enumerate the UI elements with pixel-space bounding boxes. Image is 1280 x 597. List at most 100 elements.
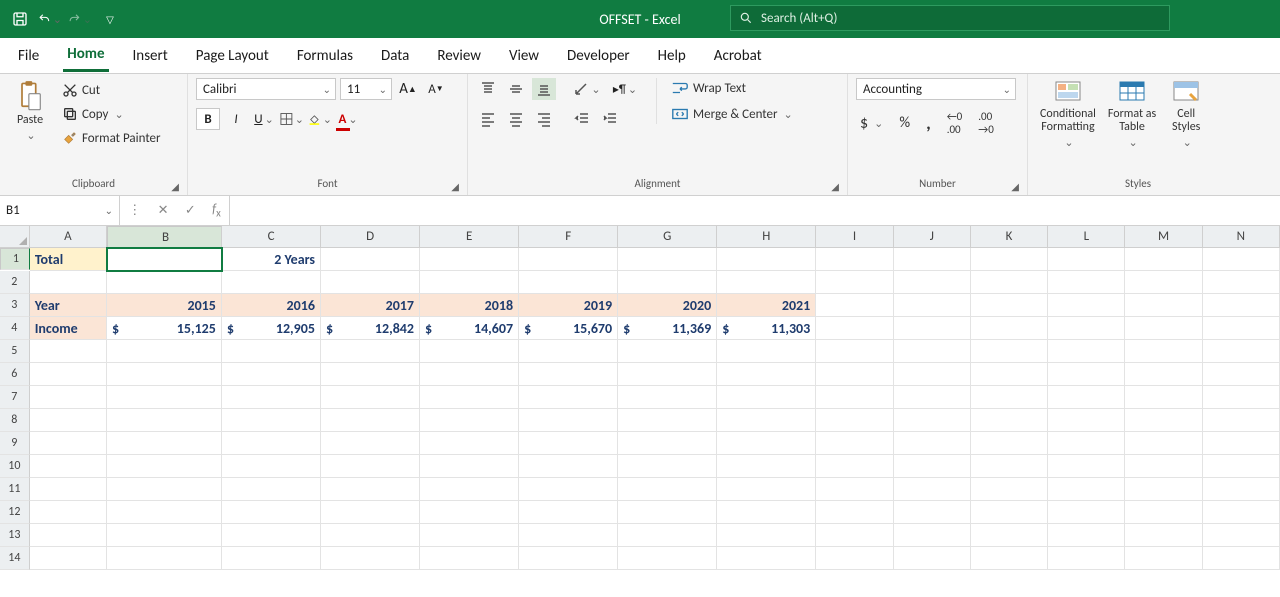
alignment-dialog-icon[interactable]: ◢ bbox=[831, 180, 839, 193]
cell[interactable] bbox=[816, 271, 893, 294]
cell[interactable] bbox=[1125, 386, 1202, 409]
cell[interactable] bbox=[420, 547, 519, 570]
cell[interactable] bbox=[107, 248, 222, 271]
cell[interactable] bbox=[420, 340, 519, 363]
format-painter-button[interactable]: Format Painter bbox=[58, 128, 165, 148]
cell[interactable] bbox=[816, 317, 893, 340]
cell[interactable] bbox=[618, 271, 717, 294]
cell[interactable] bbox=[1048, 317, 1125, 340]
align-right-button[interactable] bbox=[532, 108, 556, 130]
cell[interactable] bbox=[816, 524, 893, 547]
fill-color-button[interactable] bbox=[308, 108, 332, 130]
cell[interactable] bbox=[717, 524, 816, 547]
tab-developer[interactable]: Developer bbox=[563, 41, 634, 71]
cell[interactable] bbox=[894, 524, 971, 547]
cell[interactable] bbox=[816, 501, 893, 524]
cell[interactable] bbox=[1203, 432, 1280, 455]
row-header[interactable]: 13 bbox=[0, 524, 30, 547]
comma-button[interactable]: , bbox=[922, 110, 935, 136]
column-header[interactable]: G bbox=[618, 226, 717, 248]
cell[interactable] bbox=[420, 271, 519, 294]
cell[interactable] bbox=[321, 432, 420, 455]
cell[interactable] bbox=[717, 386, 816, 409]
cell[interactable]: $11,303 bbox=[717, 317, 816, 340]
cell[interactable] bbox=[222, 386, 321, 409]
cell[interactable] bbox=[816, 432, 893, 455]
orientation-button[interactable] bbox=[570, 78, 604, 100]
cell[interactable] bbox=[321, 340, 420, 363]
enter-formula-button[interactable]: ✓ bbox=[185, 203, 196, 218]
cell[interactable] bbox=[30, 409, 107, 432]
cell[interactable]: $15,670 bbox=[519, 317, 618, 340]
row-header[interactable]: 9 bbox=[0, 432, 30, 455]
cell[interactable] bbox=[1125, 478, 1202, 501]
cell[interactable] bbox=[1203, 363, 1280, 386]
row-header[interactable]: 2 bbox=[0, 271, 30, 294]
increase-indent-button[interactable] bbox=[598, 108, 622, 130]
cell[interactable] bbox=[519, 432, 618, 455]
cell[interactable] bbox=[519, 409, 618, 432]
cell[interactable] bbox=[618, 478, 717, 501]
cell[interactable] bbox=[1125, 340, 1202, 363]
cell[interactable] bbox=[321, 386, 420, 409]
cell[interactable] bbox=[618, 340, 717, 363]
row-header[interactable]: 1 bbox=[0, 248, 30, 270]
cell[interactable] bbox=[30, 524, 107, 547]
cell[interactable] bbox=[1203, 478, 1280, 501]
text-direction-button[interactable]: ▸¶ bbox=[608, 78, 642, 100]
undo-button[interactable] bbox=[38, 7, 62, 31]
number-format-select[interactable]: Accounting⌄ bbox=[856, 78, 1016, 100]
cell[interactable] bbox=[1125, 248, 1202, 271]
paste-button[interactable]: Paste bbox=[8, 78, 52, 144]
cell[interactable] bbox=[321, 547, 420, 570]
cell[interactable] bbox=[1048, 409, 1125, 432]
tab-data[interactable]: Data bbox=[377, 41, 413, 71]
cell[interactable] bbox=[519, 340, 618, 363]
cell[interactable]: $12,842 bbox=[321, 317, 420, 340]
cell[interactable] bbox=[1203, 547, 1280, 570]
merge-center-button[interactable]: Merge & Center bbox=[667, 104, 797, 124]
cell[interactable]: $12,905 bbox=[222, 317, 321, 340]
tab-insert[interactable]: Insert bbox=[129, 41, 172, 71]
cell[interactable] bbox=[222, 478, 321, 501]
cell[interactable] bbox=[519, 524, 618, 547]
cell[interactable] bbox=[894, 478, 971, 501]
row-header[interactable]: 8 bbox=[0, 409, 30, 432]
cell[interactable] bbox=[30, 455, 107, 478]
cell[interactable] bbox=[519, 501, 618, 524]
cell[interactable] bbox=[222, 409, 321, 432]
cell[interactable] bbox=[1048, 363, 1125, 386]
cell[interactable] bbox=[30, 340, 107, 363]
cell[interactable] bbox=[894, 432, 971, 455]
tab-file[interactable]: File bbox=[14, 41, 43, 71]
cell[interactable] bbox=[1125, 547, 1202, 570]
fx-button[interactable]: fx bbox=[212, 202, 221, 220]
tab-review[interactable]: Review bbox=[433, 41, 485, 71]
tab-home[interactable]: Home bbox=[63, 39, 108, 72]
cell[interactable] bbox=[618, 455, 717, 478]
cell[interactable] bbox=[1048, 524, 1125, 547]
cell[interactable] bbox=[618, 547, 717, 570]
cell[interactable] bbox=[816, 248, 893, 271]
cell[interactable] bbox=[1203, 248, 1280, 271]
format-as-table-button[interactable]: Format asTable bbox=[1104, 78, 1160, 151]
cell[interactable] bbox=[816, 547, 893, 570]
cell[interactable] bbox=[1048, 478, 1125, 501]
cell[interactable] bbox=[420, 409, 519, 432]
cell[interactable] bbox=[1203, 501, 1280, 524]
cell[interactable] bbox=[420, 432, 519, 455]
row-header[interactable]: 7 bbox=[0, 386, 30, 409]
cell[interactable] bbox=[107, 478, 222, 501]
cell[interactable] bbox=[30, 386, 107, 409]
tab-acrobat[interactable]: Acrobat bbox=[710, 41, 766, 71]
cell[interactable] bbox=[894, 501, 971, 524]
cell[interactable] bbox=[971, 248, 1048, 271]
cell[interactable] bbox=[519, 248, 618, 271]
column-header[interactable]: C bbox=[222, 226, 321, 248]
cell[interactable] bbox=[971, 340, 1048, 363]
redo-button[interactable] bbox=[68, 7, 92, 31]
cell[interactable]: 2021 bbox=[717, 294, 816, 317]
cell[interactable] bbox=[321, 248, 420, 271]
wrap-text-button[interactable]: Wrap Text bbox=[667, 78, 797, 98]
decrease-indent-button[interactable] bbox=[570, 108, 594, 130]
